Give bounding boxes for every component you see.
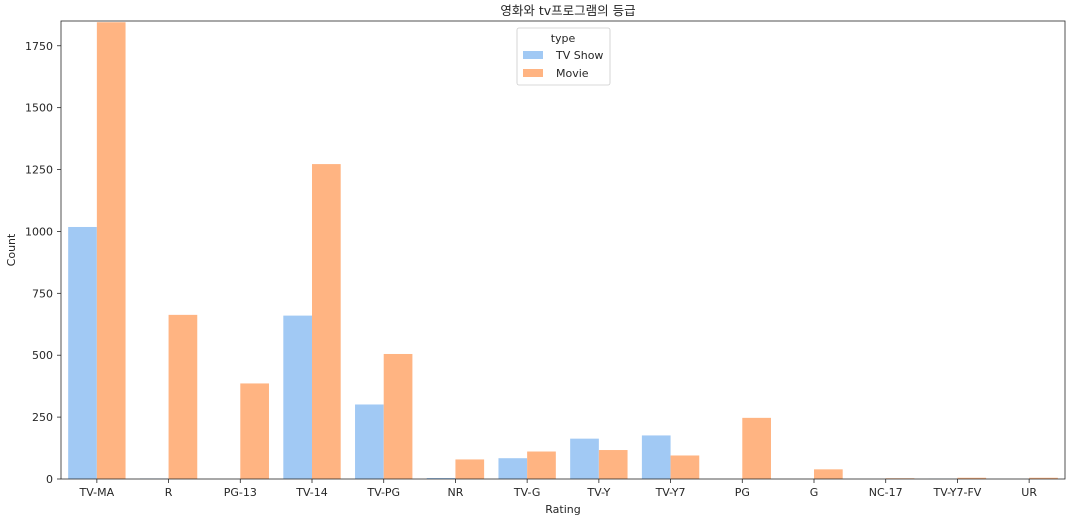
y-tick-label: 0	[46, 473, 53, 486]
bar-movie-g	[814, 469, 843, 479]
chart-title: 영화와 tv프로그램의 등급	[500, 3, 635, 18]
x-axis: TV-MA R PG-13 TV-14 TV-PG NR TV-G TV-Y TV-Y7 PG G N…	[79, 479, 1037, 499]
bar-tv-show-tv-y	[570, 438, 599, 479]
x-tick-label-tv-y7: TV-Y7	[655, 486, 686, 499]
legend-swatch-movie	[523, 69, 543, 77]
x-tick-label-nc-17: NC-17	[869, 486, 903, 499]
bar-movie-pg	[742, 417, 771, 479]
y-tick-label: 750	[32, 287, 53, 300]
bar-tv-show-tv-14	[283, 315, 312, 479]
bar-movie-tv-y	[598, 450, 628, 479]
x-tick-label-nr: NR	[447, 486, 463, 499]
x-tick-label-r: R	[165, 486, 173, 499]
x-tick-label-pg-13: PG-13	[224, 486, 257, 499]
legend-label-movie: Movie	[556, 67, 589, 80]
bar-movie-tv-g	[527, 451, 556, 479]
legend-title: type	[551, 32, 576, 45]
bars-layer	[68, 22, 1058, 480]
bar-movie-pg-13	[240, 383, 269, 479]
bar-movie-tv-pg	[383, 353, 413, 479]
legend-swatch-tv-show	[523, 51, 543, 59]
x-tick-label-tv-ma: TV-MA	[79, 486, 115, 499]
bar-movie-ur	[1029, 477, 1058, 479]
x-tick-label-tv-y7-fv: TV-Y7-FV	[933, 486, 982, 499]
bar-movie-r	[168, 314, 198, 479]
bar-tv-show-nr	[426, 478, 456, 479]
bar-tv-show-tv-pg	[355, 404, 384, 479]
bar-movie-tv-ma	[96, 22, 126, 480]
legend: type TV Show Movie	[516, 27, 611, 86]
x-tick-label-tv-g: TV-G	[513, 486, 541, 499]
bar-tv-show-tv-y7	[641, 435, 671, 479]
bar-movie-nr	[455, 459, 485, 479]
y-tick-label: 1250	[25, 164, 53, 177]
legend-label-tv-show: TV Show	[555, 49, 603, 62]
y-tick-label: 1000	[25, 225, 53, 238]
x-tick-label-tv-y: TV-Y	[586, 486, 610, 499]
y-tick-label: 500	[32, 349, 53, 362]
y-tick-label: 1500	[25, 102, 53, 115]
bar-movie-tv-y7-fv	[957, 477, 987, 479]
y-axis-title: Count	[5, 233, 18, 266]
y-tick-label: 250	[32, 411, 53, 424]
x-tick-label-tv-14: TV-14	[295, 486, 328, 499]
x-axis-title: Rating	[545, 503, 580, 516]
bar-movie-tv-y7	[670, 455, 700, 479]
bar-tv-show-tv-g	[498, 458, 528, 479]
y-tick-label: 1750	[25, 40, 53, 53]
x-tick-label-ur: UR	[1021, 486, 1037, 499]
plot-frame	[60, 20, 1066, 480]
x-tick-label-pg: PG	[735, 486, 750, 499]
x-tick-label-g: G	[810, 486, 819, 499]
y-axis: 0 250 500 750 1000 1250 1500 1750	[25, 40, 61, 486]
bar-movie-tv-14	[312, 164, 341, 479]
bar-tv-show-tv-ma	[68, 226, 97, 479]
x-tick-label-tv-pg: TV-PG	[366, 486, 400, 499]
